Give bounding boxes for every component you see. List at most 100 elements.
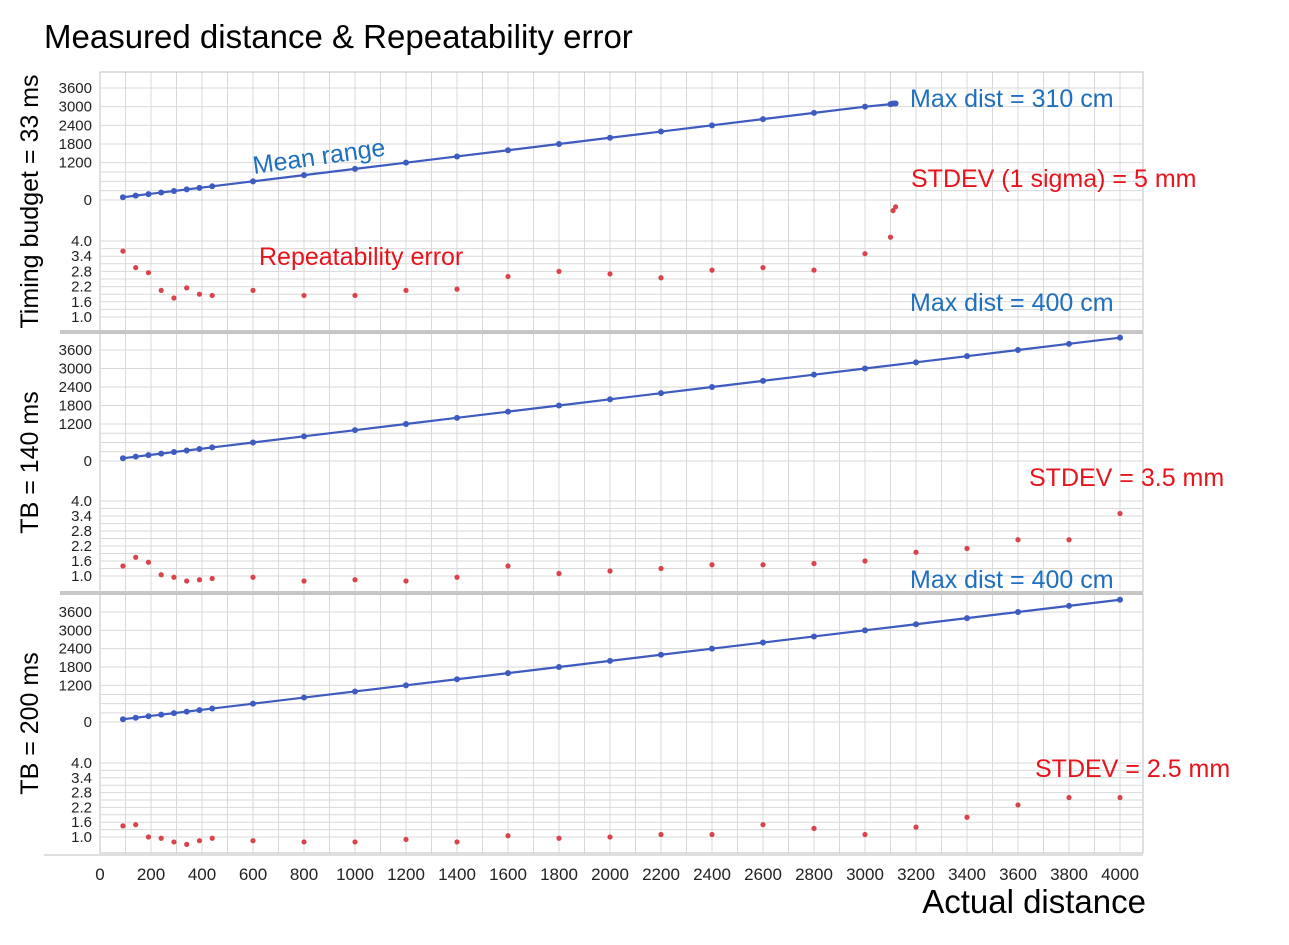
mean-range-point	[119, 716, 126, 723]
repeatability-error-point	[301, 292, 307, 299]
mean-range-point	[158, 450, 165, 457]
repeatability-error-point	[352, 292, 358, 299]
x-axis-label: Actual distance	[922, 883, 1146, 920]
mean-range-point	[913, 359, 919, 366]
error-y-tick-label: 4.0	[71, 755, 92, 772]
mean-range-point	[556, 141, 562, 147]
mean-range-point	[170, 710, 177, 717]
repeatability-error-point	[403, 578, 409, 584]
mean-range-point	[1066, 602, 1072, 609]
mean-y-tick-label: 3000	[59, 99, 92, 116]
mean-range-point	[811, 633, 817, 640]
mean-y-tick-label: 0	[84, 453, 92, 470]
mean-range-point	[209, 183, 216, 190]
repeatability-error-point	[120, 248, 126, 254]
repeatability-error-point	[209, 575, 215, 582]
mean-range-point	[862, 103, 868, 110]
mean-range-point	[505, 147, 511, 154]
error-y-tick-label: 2.2	[71, 538, 92, 555]
mean-range-point	[250, 700, 256, 707]
error-y-tick-label: 1.6	[71, 294, 92, 311]
repeatability-error-point	[133, 822, 139, 828]
mean-range-point	[196, 707, 203, 714]
mean-range-point	[352, 688, 358, 695]
repeatability-error-point	[301, 839, 307, 845]
repeatability-error-point	[505, 563, 511, 569]
mean-range-point	[132, 192, 139, 199]
repeatability-error-point	[250, 287, 256, 293]
mean-range-point	[403, 159, 409, 166]
error-y-tick-label: 3.4	[71, 770, 92, 787]
repeatability-error-point	[158, 572, 164, 578]
mean-range-point	[196, 184, 203, 191]
repeatability-error-point	[964, 545, 970, 552]
repeatability-error-point	[171, 839, 177, 845]
panel-row-label: TB = 200 ms	[16, 652, 44, 794]
red-annotation: STDEV = 2.5 mm	[1035, 755, 1230, 783]
mean-y-tick-label: 1800	[59, 659, 92, 676]
error-y-tick-label: 2.8	[71, 263, 92, 280]
mean-y-tick-label: 0	[84, 192, 92, 209]
error-y-tick-label: 4.0	[71, 233, 92, 250]
repeatability-error-point	[1066, 794, 1072, 801]
repeatability-error-point	[454, 574, 460, 580]
mean-range-point	[892, 100, 899, 107]
repeatability-error-point	[403, 836, 409, 843]
repeatability-error-point	[454, 286, 460, 292]
x-tick-label: 400	[188, 865, 216, 884]
repeatability-error-point	[171, 574, 177, 580]
mean-range-point	[183, 186, 190, 193]
mean-range-point	[964, 615, 970, 622]
x-tick-label: 800	[290, 865, 318, 884]
mean-range-point	[862, 627, 868, 634]
repeatability-error-point	[709, 562, 715, 568]
mean-range-point	[145, 191, 152, 198]
mean-range-point	[760, 116, 766, 123]
repeatability-error-point	[862, 558, 868, 564]
repeatability-error-point	[1066, 537, 1072, 543]
repeatability-error-point	[658, 275, 664, 281]
mean-range-point	[301, 172, 307, 179]
repeatability-error-point	[250, 838, 256, 844]
x-tick-label: 0	[95, 865, 104, 884]
mean-range-line	[122, 336, 1121, 460]
x-tick-label: 2800	[795, 865, 833, 884]
repeatability-error-point	[556, 835, 562, 841]
mean-range-point	[811, 109, 817, 116]
x-tick-label: 600	[239, 865, 267, 884]
blue-annotation: Max dist = 310 cm	[910, 85, 1114, 113]
repeatability-error-point	[556, 570, 562, 577]
mean-range-point	[1015, 609, 1021, 615]
x-tick-label: 1000	[336, 865, 374, 884]
red-annotation: STDEV = 3.5 mm	[1029, 464, 1224, 492]
mean-range-point	[964, 353, 970, 360]
mean-range-point	[119, 455, 126, 462]
repeatability-error-point	[196, 577, 203, 583]
mean-range-point	[505, 408, 511, 415]
x-tick-label: 3400	[948, 865, 986, 884]
x-tick-label: 1600	[489, 865, 527, 884]
repeatability-error-point	[145, 270, 152, 276]
repeatability-error-point	[811, 267, 817, 273]
repeatability-error-point	[209, 292, 215, 299]
repeatability-error-point	[556, 268, 562, 274]
error-y-tick-label: 1.6	[71, 814, 92, 831]
mean-range-point	[352, 427, 358, 434]
error-y-tick-label: 1.0	[71, 309, 92, 326]
mean-range-point	[352, 165, 358, 172]
mean-range-line	[122, 598, 1121, 721]
mean-range-point	[145, 713, 152, 720]
mean-range-point	[196, 445, 203, 452]
mean-range-point	[454, 153, 460, 160]
x-tick-label: 2000	[591, 865, 629, 884]
repeatability-error-point	[890, 208, 896, 214]
repeatability-error-point	[184, 578, 190, 584]
repeatability-error-point	[760, 562, 766, 568]
mean-range-point	[1117, 596, 1123, 603]
repeatability-error-point	[454, 839, 460, 845]
error-y-tick-label: 1.0	[71, 829, 92, 846]
chart-grid	[60, 71, 1144, 854]
mean-range-point	[862, 365, 868, 372]
mean-range-point	[132, 714, 139, 721]
